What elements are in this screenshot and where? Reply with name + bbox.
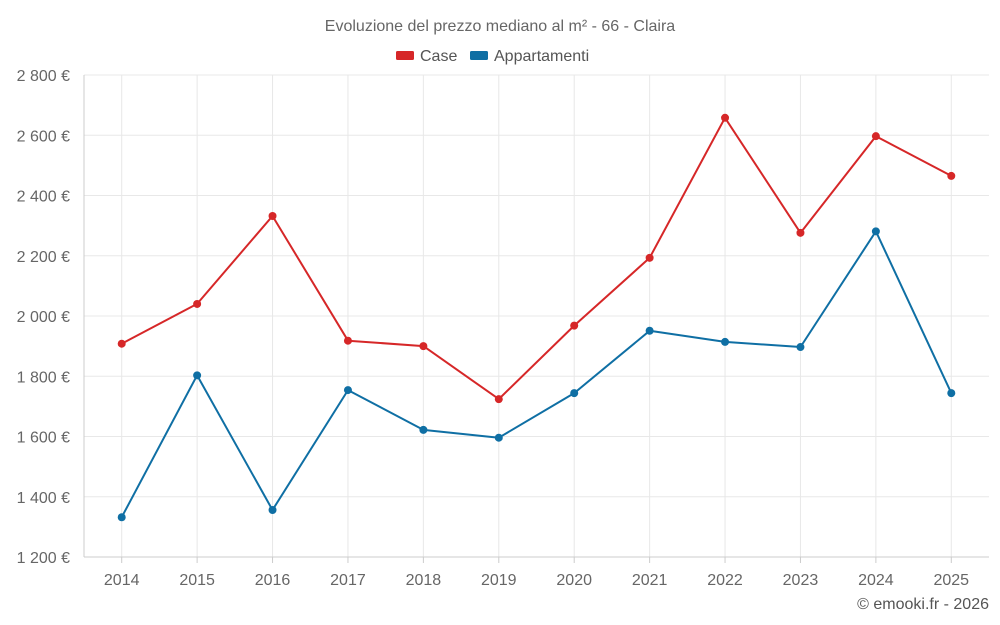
data-point-appartamenti[interactable] [947, 389, 956, 398]
series-line-case [120, 116, 953, 401]
data-point-appartamenti[interactable] [796, 343, 805, 352]
data-point-appartamenti[interactable] [193, 371, 202, 380]
y-tick-label: 2 000 € [17, 309, 70, 326]
data-point-appartamenti[interactable] [419, 425, 428, 434]
data-point-case[interactable] [193, 299, 202, 308]
chart-title: Evoluzione del prezzo mediano al m² - 66… [325, 18, 675, 35]
data-point-case[interactable] [570, 321, 579, 330]
data-point-case[interactable] [871, 132, 880, 141]
x-tick-label: 2018 [406, 572, 442, 589]
x-tick-label: 2014 [104, 572, 140, 589]
y-tick-label: 2 600 € [17, 128, 70, 145]
data-point-case[interactable] [343, 336, 352, 345]
data-point-appartamenti[interactable] [494, 433, 503, 442]
data-point-case[interactable] [645, 253, 654, 262]
x-tick-label: 2023 [783, 572, 819, 589]
y-tick-label: 1 200 € [17, 550, 70, 567]
y-tick-label: 1 800 € [17, 369, 70, 386]
x-tick-label: 2017 [330, 572, 366, 589]
data-point-appartamenti[interactable] [570, 389, 579, 398]
x-tick-label: 2019 [481, 572, 517, 589]
x-axis: 2014 2015 2016 2017 2018 2019 2020 2021 2022 2023… [84, 556, 989, 589]
y-tick-label: 2 400 € [17, 189, 70, 206]
y-tick-label: 2 800 € [17, 68, 70, 85]
data-point-appartamenti[interactable] [268, 506, 277, 515]
y-tick-label: 1 400 € [17, 490, 70, 507]
x-tick-label: 2016 [255, 572, 291, 589]
legend-item-case[interactable]: Case [396, 48, 457, 65]
x-tick-label: 2025 [933, 572, 969, 589]
legend-label-case: Case [420, 48, 457, 65]
data-point-case[interactable] [721, 113, 730, 122]
data-point-case[interactable] [268, 211, 277, 220]
y-tick-label: 1 600 € [17, 430, 70, 447]
x-tick-label: 2024 [858, 572, 894, 589]
series-line-appartamenti [120, 230, 953, 519]
credit-text: © emooki.fr - 2026 [857, 596, 989, 613]
data-point-case[interactable] [494, 395, 503, 404]
data-point-appartamenti[interactable] [117, 513, 126, 522]
legend-label-appartamenti: Appartamenti [494, 48, 589, 65]
legend-swatch-case [396, 51, 414, 60]
data-point-case[interactable] [796, 228, 805, 237]
data-point-case[interactable] [947, 171, 956, 180]
data-point-appartamenti[interactable] [343, 386, 352, 395]
grid [84, 74, 989, 558]
x-tick-label: 2020 [556, 572, 592, 589]
series-appartamenti [117, 227, 956, 522]
legend-swatch-appartamenti [470, 51, 488, 60]
legend[interactable]: Case Appartamenti [396, 48, 589, 65]
x-tick-label: 2021 [632, 572, 668, 589]
y-tick-label: 2 200 € [17, 249, 70, 266]
data-point-case[interactable] [419, 342, 428, 351]
data-point-case[interactable] [117, 339, 126, 348]
y-axis: 1 200 € 1 400 € 1 600 € 1 800 € 2 000 € 2 200… [17, 68, 85, 567]
data-point-appartamenti[interactable] [871, 227, 880, 236]
data-point-appartamenti[interactable] [721, 337, 730, 346]
data-point-appartamenti[interactable] [645, 326, 654, 335]
x-tick-label: 2022 [707, 572, 743, 589]
x-tick-label: 2015 [179, 572, 215, 589]
plot-area [117, 113, 956, 522]
series-case [117, 113, 956, 404]
legend-item-appartamenti[interactable]: Appartamenti [470, 48, 589, 65]
